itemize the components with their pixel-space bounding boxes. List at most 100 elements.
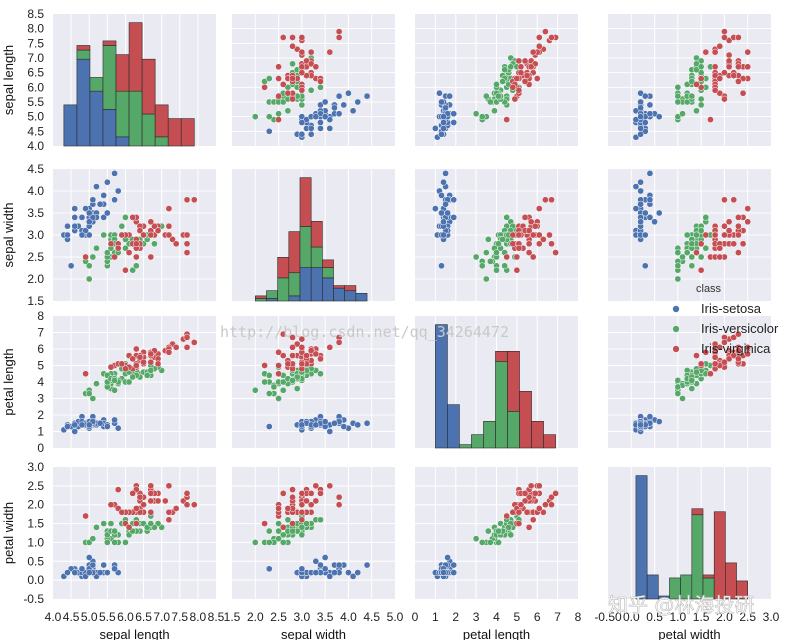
hist-bar-iris-virginica-0 — [254, 295, 267, 299]
point-iris-versicolor — [111, 377, 118, 384]
y-tick-label: 1.5 — [27, 294, 44, 308]
point-iris-setosa — [85, 569, 93, 576]
point-iris-versicolor — [487, 539, 494, 546]
hist-bar-iris-virginica-5 — [128, 22, 143, 92]
point-iris-virginica — [542, 196, 549, 204]
point-iris-virginica — [721, 34, 728, 41]
point-iris-virginica — [136, 353, 144, 361]
point-iris-setosa — [349, 573, 357, 580]
x-tick-label: 2.5 — [270, 610, 287, 624]
point-iris-setosa — [103, 569, 111, 576]
y-tick-label: 1.0 — [27, 535, 44, 549]
point-iris-virginica — [525, 493, 533, 501]
point-iris-versicolor — [317, 83, 324, 91]
point-iris-virginica — [721, 95, 728, 103]
point-iris-setosa — [265, 565, 273, 573]
point-iris-setosa — [312, 557, 320, 565]
point-iris-virginica — [275, 92, 282, 100]
point-iris-versicolor — [491, 107, 498, 115]
point-iris-versicolor — [674, 249, 682, 256]
point-iris-setosa — [78, 565, 86, 573]
point-iris-versicolor — [111, 527, 118, 535]
hist-bar-iris-versicolor-3 — [102, 45, 117, 110]
point-iris-virginica — [735, 78, 742, 85]
point-iris-versicolor — [317, 516, 324, 524]
point-iris-versicolor — [679, 110, 686, 118]
point-iris-setosa — [114, 424, 122, 432]
point-iris-virginica — [183, 231, 191, 239]
point-iris-versicolor — [674, 390, 682, 397]
x-tick-label: 6.0 — [117, 610, 134, 624]
point-iris-versicolor — [674, 377, 682, 384]
point-iris-setosa — [298, 130, 306, 138]
point-iris-setosa — [637, 218, 644, 226]
x-axis-label: petal width — [658, 627, 720, 640]
panel-petal_width-vs-sepal_length — [608, 14, 771, 146]
point-iris-virginica — [515, 86, 523, 94]
point-iris-setosa — [93, 183, 100, 190]
point-iris-virginica — [531, 222, 539, 230]
point-iris-virginica — [317, 490, 324, 497]
point-iris-versicolor — [688, 92, 696, 100]
point-iris-virginica — [132, 505, 140, 512]
point-iris-virginica — [129, 490, 137, 497]
point-iris-setosa — [646, 413, 654, 420]
x-tick-label: 7.5 — [171, 610, 188, 624]
point-iris-virginica — [169, 236, 176, 243]
point-iris-virginica — [165, 482, 173, 490]
hist-bar-iris-versicolor-5 — [128, 90, 143, 147]
hist-bar-iris-virginica-7 — [333, 285, 346, 289]
point-iris-setosa — [71, 214, 79, 221]
panel-petal_length-vs-sepal_length — [415, 14, 578, 146]
panel-sepal_length-vs-petal_length — [53, 316, 216, 448]
hist-bar-iris-virginica-5 — [691, 508, 704, 516]
point-iris-virginica — [693, 249, 700, 256]
point-iris-setosa — [317, 119, 324, 126]
point-iris-virginica — [82, 253, 89, 261]
panels-layer — [53, 14, 771, 600]
point-iris-virginica — [739, 89, 747, 97]
point-iris-setosa — [646, 196, 654, 204]
point-iris-versicolor — [85, 262, 93, 270]
point-iris-setosa — [340, 101, 348, 109]
point-iris-virginica — [711, 86, 719, 94]
point-iris-virginica — [730, 352, 738, 359]
point-iris-setosa — [78, 214, 86, 221]
point-iris-virginica — [693, 81, 700, 88]
point-iris-virginica — [548, 196, 555, 204]
point-iris-virginica — [702, 348, 710, 356]
point-iris-versicolor — [251, 386, 259, 394]
point-iris-virginica — [312, 63, 320, 71]
point-iris-virginica — [183, 249, 191, 256]
point-iris-setosa — [317, 125, 324, 132]
point-iris-setosa — [100, 561, 108, 569]
point-iris-virginica — [535, 482, 543, 490]
x-tick-label: 1.5 — [224, 610, 241, 624]
hist-bar-iris-versicolor-1 — [266, 290, 278, 299]
point-iris-versicolor — [107, 520, 115, 527]
x-tick-label: 1 — [432, 610, 439, 624]
point-iris-setosa — [114, 187, 122, 195]
point-iris-virginica — [289, 42, 296, 50]
point-iris-virginica — [82, 370, 89, 378]
point-iris-setosa — [440, 125, 447, 132]
point-iris-virginica — [293, 340, 301, 348]
point-iris-virginica — [132, 362, 140, 369]
point-iris-setosa — [450, 110, 458, 118]
point-iris-setosa — [632, 205, 640, 212]
point-iris-versicolor — [693, 231, 700, 239]
point-iris-versicolor — [265, 75, 273, 82]
y-tick-label: 8 — [37, 309, 44, 323]
point-iris-versicolor — [674, 262, 682, 270]
point-iris-virginica — [525, 227, 533, 234]
point-iris-virginica — [107, 501, 115, 509]
point-iris-versicolor — [487, 98, 494, 106]
point-iris-virginica — [744, 344, 752, 351]
panel-petal_length-vs-sepal_width — [415, 169, 578, 301]
point-iris-virginica — [546, 231, 553, 239]
hist-bar-iris-setosa-3 — [288, 295, 301, 302]
point-iris-virginica — [503, 253, 511, 261]
point-iris-setosa — [450, 119, 458, 126]
y-tick-label: -0.5 — [23, 592, 44, 606]
point-iris-setosa — [312, 113, 320, 121]
